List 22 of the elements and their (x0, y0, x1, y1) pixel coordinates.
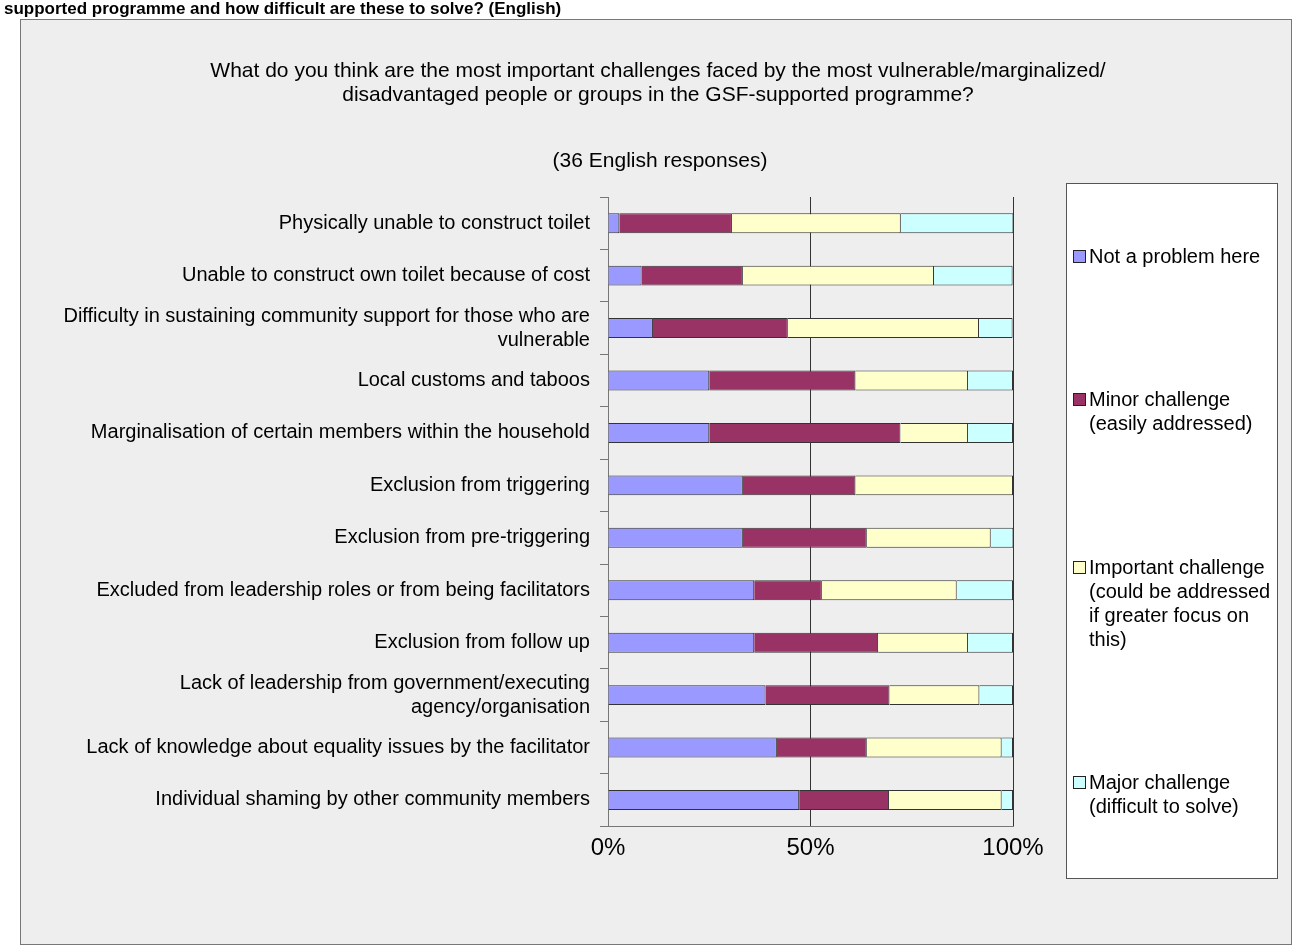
legend-label: Minor challenge (easily addressed) (1089, 387, 1254, 436)
x-tick-label: 100% (982, 833, 1044, 861)
y-tick-label: Excluded from leadership roles or from being facilitators (96, 577, 590, 600)
y-tick-label: Individual shaming by other community members (155, 787, 590, 810)
chart-title: What do you think are the most important challenges faced by the most vulnerable/marginalized/ disadvantaged people or groups in the GSF-supported programme? (209, 58, 1107, 106)
chart-subtitle: (36 English responses) (551, 148, 769, 172)
x-tick-label: 50% (786, 833, 835, 861)
y-tick-label: Physically unable to construct toilet (278, 210, 591, 233)
y-tick-label: Lack of knowledge about equality issues by the facilitator (86, 735, 591, 758)
legend-label: Important challenge (could be addressed if greater focus on this) (1089, 554, 1272, 651)
y-tick-label: Exclusion from pre-triggering (334, 525, 590, 548)
legend-label: Major challenge (difficult to solve) (1089, 770, 1240, 819)
y-tick-label: Exclusion from follow up (374, 630, 590, 653)
y-tick-label: Lack of leadership from government/executing agency/organisation (179, 670, 590, 717)
x-tick-label: 0% (590, 833, 626, 861)
text: supported programme and how difficult are these to solve? (English) (4, 0, 562, 18)
legend-label: Not a problem here (1089, 243, 1261, 268)
y-tick-label: Exclusion from triggering (369, 472, 590, 495)
y-tick-label: Difficulty in sustaining community support for those who are vulnerable (63, 303, 590, 350)
y-tick-label: Unable to construct own toilet because of cost (181, 263, 591, 286)
y-tick-label: Marginalisation of certain members within the household (90, 420, 590, 443)
y-tick-label: Local customs and taboos (357, 368, 590, 391)
